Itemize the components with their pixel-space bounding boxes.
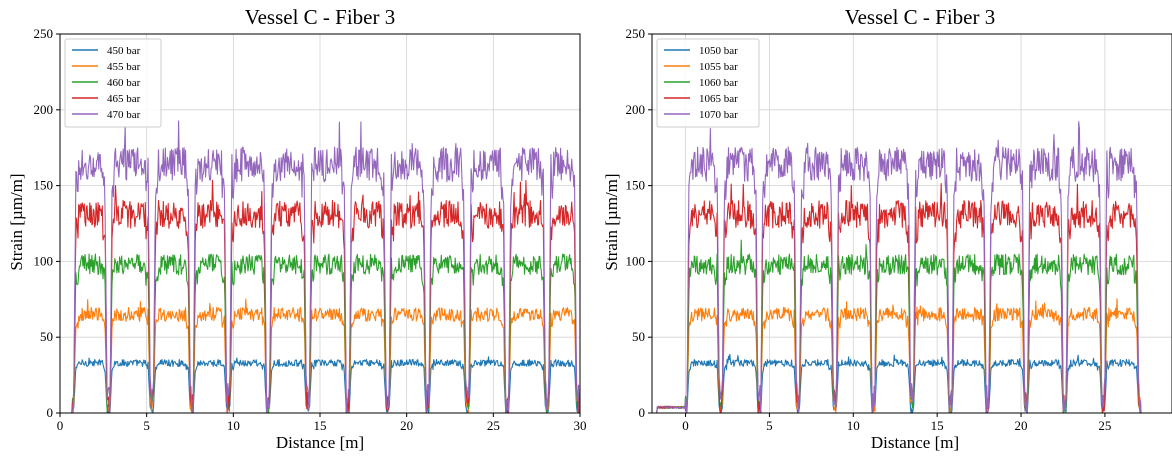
chart-left: Vessel C - Fiber 3 Distance [m] Strain [… <box>7 5 587 452</box>
legend-label: 470 bar <box>107 109 141 121</box>
x-tick-label: 15 <box>314 418 327 433</box>
y-tick-label: 50 <box>40 329 53 344</box>
y-tick-label: 150 <box>34 178 54 193</box>
chart-right: Vessel C - Fiber 3 Distance [m] Strain [… <box>602 5 1172 452</box>
legend: 1050 bar 1055 bar 1060 bar 1065 bar 1070 bar <box>656 38 760 128</box>
x-tick-label: 0 <box>57 418 64 433</box>
y-tick-label: 200 <box>34 102 54 117</box>
y-axis-label: Strain [µm/m] <box>602 173 621 270</box>
plot-frame <box>651 33 1172 414</box>
legend-label: 450 bar <box>107 45 141 57</box>
y-tick-label: 100 <box>34 253 54 268</box>
x-tick-label: 5 <box>766 418 773 433</box>
x-tick-label: 10 <box>847 418 860 433</box>
x-tick-label: 30 <box>574 418 587 433</box>
legend-box <box>64 38 162 128</box>
series-line <box>652 121 1172 413</box>
x-axis-label: Distance [m] <box>871 433 959 452</box>
x-tick-label: 20 <box>400 418 413 433</box>
x-tick-label: 15 <box>931 418 944 433</box>
legend: 450 bar 455 bar 460 bar 465 bar 470 bar <box>64 38 162 128</box>
x-tick-label: 5 <box>143 418 150 433</box>
legend-label: 465 bar <box>107 93 141 105</box>
plot-area: 0 5 10 15 20 25 30 0 50 100 150 200 250 450 bar 455 ba… <box>34 26 587 433</box>
y-tick-label: 200 <box>626 102 646 117</box>
legend-label: 1050 bar <box>699 45 738 57</box>
y-axis-label: Strain [µm/m] <box>7 173 26 270</box>
legend-label: 1065 bar <box>699 93 738 105</box>
y-tick-label: 250 <box>626 26 646 41</box>
y-tick-label: 100 <box>626 253 646 268</box>
legend-box <box>656 38 760 128</box>
chart-title: Vessel C - Fiber 3 <box>245 5 396 29</box>
legend-label: 1060 bar <box>699 77 738 89</box>
series-line <box>60 179 580 413</box>
y-tick-label: 0 <box>639 405 646 420</box>
x-tick-label: 0 <box>682 418 689 433</box>
y-tick-label: 150 <box>626 178 646 193</box>
x-tick-label: 20 <box>1015 418 1028 433</box>
series-line <box>60 120 580 413</box>
x-tick-label: 25 <box>487 418 500 433</box>
series-line <box>652 353 1172 413</box>
chart-title: Vessel C - Fiber 3 <box>845 5 996 29</box>
y-tick-label: 0 <box>47 405 54 420</box>
x-tick-label: 25 <box>1098 418 1111 433</box>
x-tick-label: 10 <box>227 418 240 433</box>
legend-label: 1070 bar <box>699 109 738 121</box>
series-line <box>652 239 1172 413</box>
legend-label: 455 bar <box>107 61 141 73</box>
series-line <box>60 298 580 413</box>
x-axis-label: Distance [m] <box>276 433 364 452</box>
series-line <box>60 253 580 413</box>
y-tick-label: 50 <box>632 329 645 344</box>
legend-label: 460 bar <box>107 77 141 89</box>
y-tick-label: 250 <box>34 26 54 41</box>
series-line <box>60 356 580 413</box>
legend-label: 1055 bar <box>699 61 738 73</box>
